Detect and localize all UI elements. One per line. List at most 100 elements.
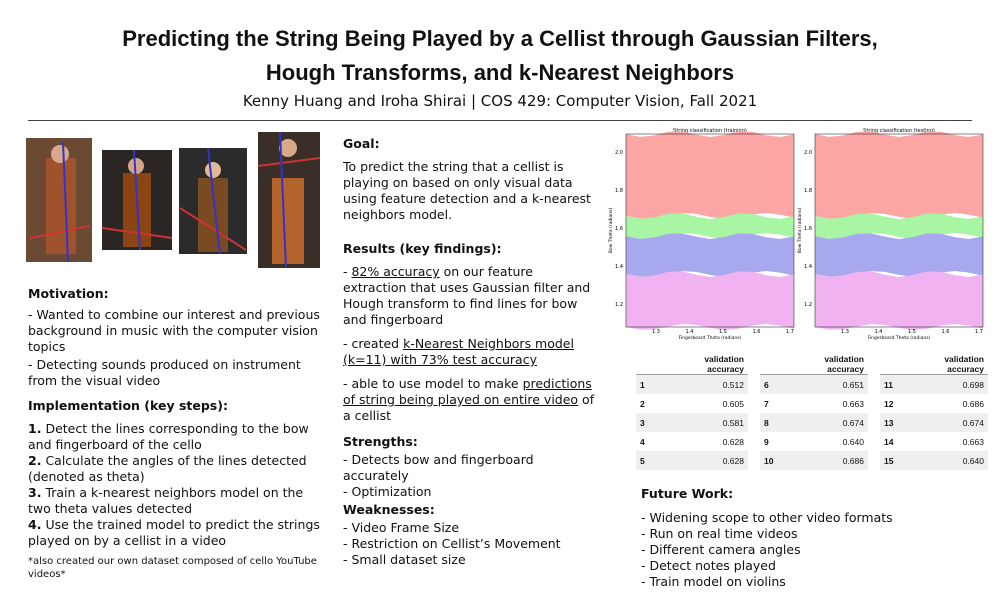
goal-text: To predict the string that a cellist is …: [343, 159, 591, 222]
tables: validation accuracy 1 0.512 2 0.605 3 0.581 4 0.…: [636, 354, 988, 470]
authors: Kenny Huang and Iroha Shirai | COS 429: …: [242, 92, 758, 110]
x-axis-label: Fingerboard Theta (radians): [868, 335, 931, 341]
x-tick-label: 1.6: [942, 329, 950, 335]
accuracy-table: validation accuracy 6 0.651 7 0.663 8 0.674 9 0.…: [760, 354, 868, 470]
region: [626, 271, 794, 330]
heading: Motivation:: [28, 286, 109, 301]
header-row: validation accuracy: [636, 354, 748, 375]
region: [815, 233, 983, 277]
header-cell: validation accuracy: [808, 354, 868, 375]
k-cell: 3: [636, 413, 684, 432]
k-cell: 10: [760, 451, 808, 470]
header-cell: [880, 354, 928, 375]
list: - Wanted to combine our interest and pre…: [28, 307, 328, 389]
table-row: 4 0.628: [636, 432, 748, 451]
x-tick-label: 1.3: [841, 329, 849, 335]
middle-column: Goal: To predict the string that a celli…: [343, 136, 595, 568]
table-row: 5 0.628: [636, 451, 748, 470]
k-cell: 15: [880, 451, 928, 470]
value-cell: 0.686: [808, 451, 868, 470]
k-cell: 9: [764, 436, 769, 447]
x-tick-label: 1.4: [686, 329, 694, 335]
list-item: - Detecting sounds produced on instrumen…: [28, 357, 301, 388]
k-cell: 8: [760, 413, 808, 432]
header-row: validation accuracy: [760, 354, 868, 375]
k-cell: 1: [636, 374, 684, 394]
region: [626, 131, 794, 219]
plots: String classification (training) 2.0 1.8 1.…: [608, 128, 984, 341]
step-text: Calculate the angles of the lines detect…: [28, 453, 307, 484]
table-row: 3 0.581: [636, 413, 748, 432]
list-item: - Train model on violins: [641, 574, 786, 589]
list: - 82% accuracy on our feature extraction…: [343, 264, 595, 424]
table-row: 12 0.686: [880, 394, 988, 413]
y-tick-label: 1.6: [804, 226, 812, 232]
heading: Strengths:: [343, 434, 418, 449]
list: - Detects bow and fingerboard accurately…: [343, 452, 595, 500]
y-tick-label: 1.6: [615, 226, 623, 232]
implementation: Implementation (key steps): 1. Detect th…: [28, 398, 320, 581]
value-cell: 0.512: [684, 374, 748, 394]
k-cell: 11: [880, 374, 928, 394]
list-item: - Small dataset size: [343, 552, 466, 567]
value-cell: 0.628: [684, 451, 748, 470]
table-row: 6 0.651: [760, 374, 868, 394]
list-item: - Different camera angles: [641, 542, 801, 557]
list: 1. Detect the lines corresponding to the…: [28, 421, 320, 549]
heading: Goal:: [343, 136, 380, 151]
title: Hough Transforms, and k-Nearest Neighbor…: [265, 60, 735, 85]
value-cell: 0.651: [808, 374, 868, 394]
future-work: Future Work: - Widening scope to other v…: [641, 486, 981, 590]
table-row: 10 0.686: [760, 451, 868, 470]
heading: Results (key findings):: [343, 241, 502, 256]
result-text: -: [343, 264, 352, 279]
heading: Weaknesses:: [343, 502, 435, 517]
k-cell: 14: [884, 436, 894, 447]
title: Predicting the String Being Played by a …: [122, 26, 878, 51]
result-text: 82% accuracy: [351, 264, 440, 279]
list-item: - Restriction on Cellist’s Movement: [343, 536, 561, 551]
list: - Widening scope to other video formats -…: [641, 510, 981, 590]
region: [815, 213, 983, 239]
list-item: - Widening scope to other video formats: [641, 510, 893, 525]
plot-title: String classification (training): [673, 128, 747, 134]
result-text: of a cellist: [343, 392, 595, 423]
y-axis-label: Bow Theta (radians): [608, 208, 614, 254]
table-row: 13 0.674: [880, 413, 988, 432]
step: 4. Use the trained model to predict the …: [28, 517, 320, 549]
y-tick-label: 1.2: [804, 302, 812, 308]
step: 2. Calculate the angles of the lines det…: [28, 453, 320, 485]
heading: Future Work:: [641, 486, 734, 501]
step-number: 2.: [28, 453, 42, 468]
value-cell: 0.698: [928, 374, 988, 394]
x-tick-label: 1.6: [753, 329, 761, 335]
value-cell: 0.640: [928, 451, 988, 470]
y-axis-label: Bow Theta (radians): [797, 208, 803, 254]
region: [626, 213, 794, 239]
result-text: - able to use model to make: [343, 376, 523, 391]
value-cell: 0.674: [808, 413, 868, 432]
x-tick-label: 1.5: [719, 329, 727, 335]
region: [626, 233, 794, 277]
accuracy-table: validation accuracy 1 0.512 2 0.605 3 0.581 4 0.…: [636, 354, 748, 470]
step-number: 4.: [28, 517, 42, 532]
header-cell: [636, 354, 684, 375]
table-row: 9 0.640: [760, 432, 868, 451]
y-tick-label: 1.8: [804, 188, 812, 194]
y-tick-label: 1.4: [615, 264, 623, 270]
table-row: 14 0.663: [880, 432, 988, 451]
result-item: - able to use model to make predictions …: [343, 376, 595, 424]
step-text: Use the trained model to predict the str…: [28, 517, 320, 548]
table-row: 1 0.512: [636, 374, 748, 394]
y-tick-label: 1.4: [804, 264, 812, 270]
list-item: - Optimization: [343, 484, 432, 499]
table-row: 15 0.640: [880, 451, 988, 470]
motivation: Motivation: - Wanted to combine our inte…: [28, 286, 328, 391]
value-cell: 0.581: [684, 413, 748, 432]
plot-frame: [625, 133, 795, 328]
k-cell: 2: [640, 398, 645, 409]
k-cell: 4: [640, 436, 645, 447]
x-tick-label: 1.3: [652, 329, 660, 335]
x-tick-label: 1.4: [875, 329, 883, 335]
